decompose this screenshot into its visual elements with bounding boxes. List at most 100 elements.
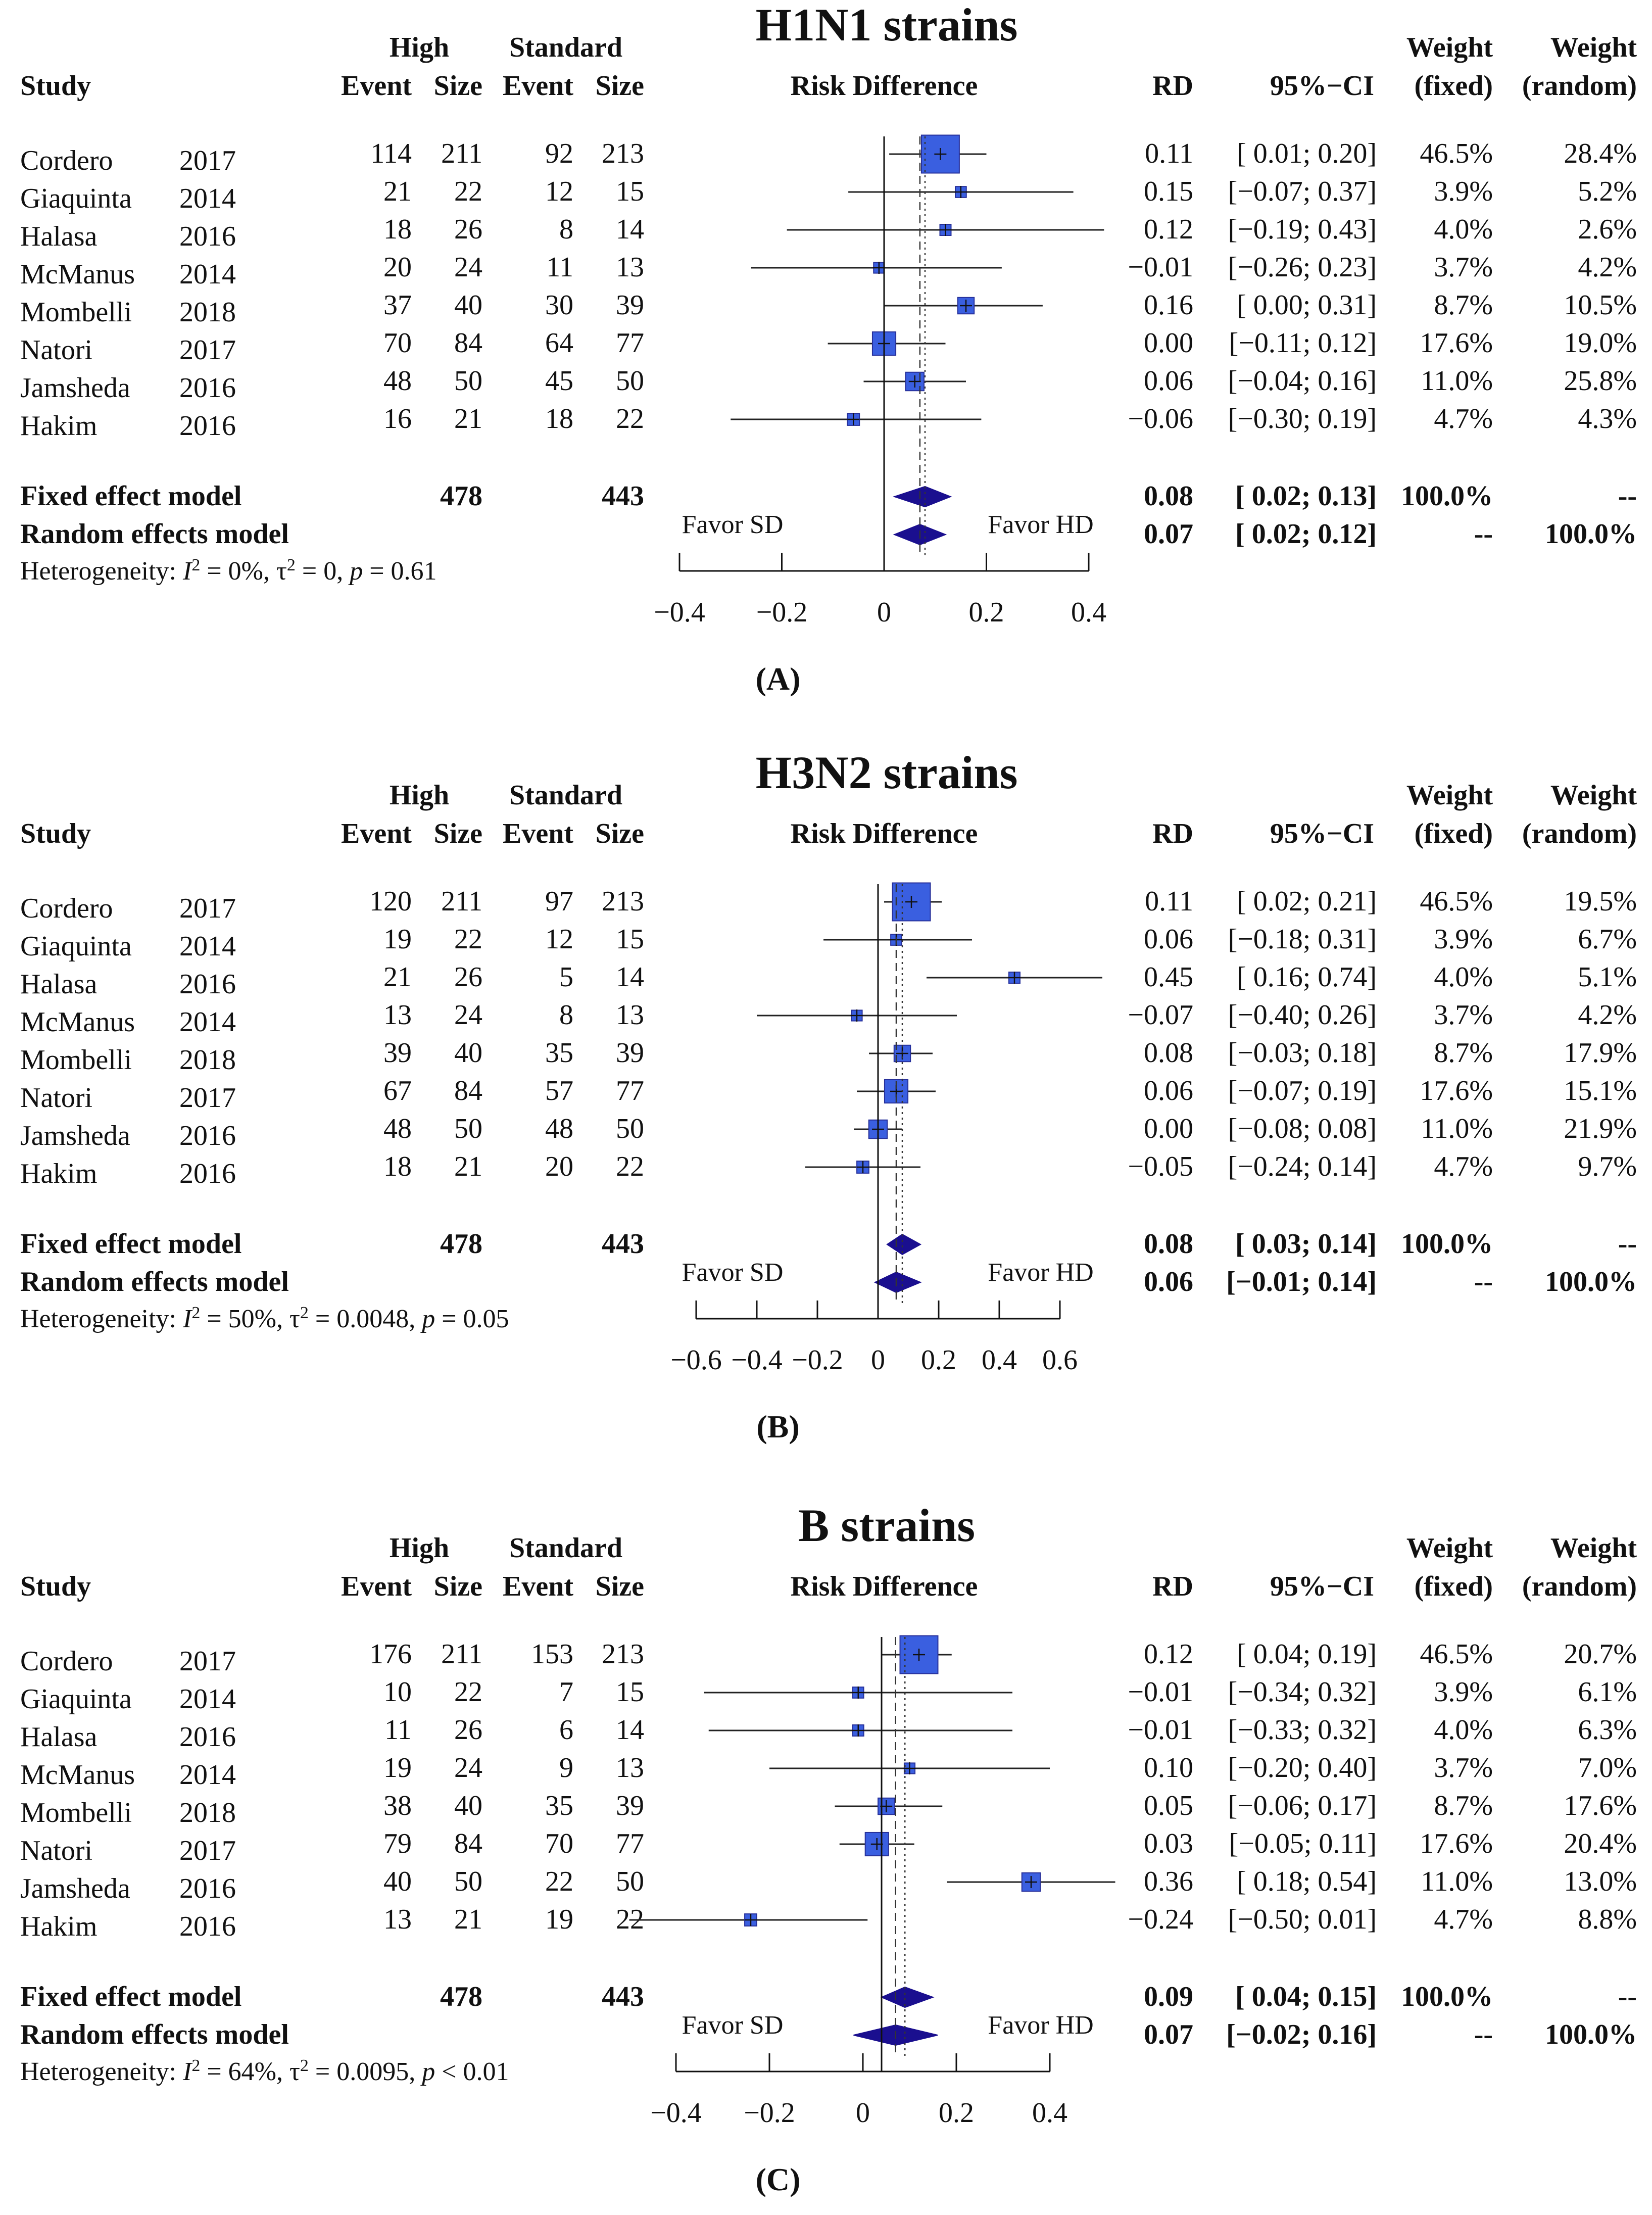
x-tick-label: −0.2 (756, 597, 808, 628)
weight-random-value: 21.9% (1564, 1113, 1637, 1144)
study-year: 2016 (179, 410, 236, 442)
favor-left-label: Favor SD (682, 510, 784, 539)
std-size: 13 (616, 1752, 644, 1784)
weight-fixed-value: 3.9% (1434, 1676, 1493, 1708)
study-name: Mombelli (20, 1797, 132, 1828)
study-name: Halasa (20, 969, 98, 1000)
header-rd: RD (1152, 1571, 1193, 1602)
random-ci: [−0.02; 0.16] (1226, 2019, 1377, 2050)
std-size: 14 (616, 961, 644, 993)
study-year: 2014 (179, 931, 236, 962)
study-name: Jamsheda (20, 1873, 130, 1904)
random-rd: 0.06 (1144, 1266, 1193, 1297)
std-event: 57 (545, 1075, 573, 1106)
header-random: (random) (1522, 818, 1637, 849)
weight-random-value: 15.1% (1564, 1075, 1637, 1106)
fixed-high-total: 478 (440, 1228, 482, 1260)
header-study: Study (20, 1571, 91, 1602)
rd-value: 0.06 (1144, 1075, 1193, 1106)
forest-panel: H1N1 strains Study High Standard Event Size Ev… (20, 0, 1637, 697)
header-weight-fixed: Weight (1406, 32, 1493, 63)
high-event: 79 (383, 1828, 412, 1859)
x-tick-label: 0.4 (1071, 597, 1106, 628)
ci-value: [−0.18; 0.31] (1228, 924, 1377, 955)
header-event: Event (503, 1571, 573, 1602)
high-event: 16 (383, 403, 412, 435)
panel-label: (B) (756, 1409, 799, 1444)
std-size: 14 (616, 1714, 644, 1746)
study-year: 2016 (179, 1911, 236, 1942)
random-model-label: Random effects model (20, 518, 289, 550)
std-event: 12 (545, 176, 573, 207)
high-event: 20 (383, 252, 412, 283)
weight-random-value: 20.7% (1564, 1639, 1637, 1670)
header-random: (random) (1522, 70, 1637, 102)
high-size: 50 (454, 1866, 482, 1897)
high-event: 67 (383, 1075, 412, 1106)
high-event: 40 (383, 1866, 412, 1897)
std-size: 213 (602, 886, 644, 917)
header-event: Event (341, 1571, 412, 1602)
study-year: 2014 (179, 259, 236, 290)
high-size: 26 (454, 961, 482, 993)
ci-value: [−0.33; 0.32] (1228, 1714, 1377, 1746)
header-study: Study (20, 70, 91, 102)
header-fixed: (fixed) (1414, 1571, 1493, 1602)
header-event: Event (503, 818, 573, 849)
ci-value: [−0.11; 0.12] (1229, 327, 1377, 359)
std-event: 12 (545, 924, 573, 955)
ci-value: [−0.30; 0.19] (1228, 403, 1377, 435)
rd-value: −0.01 (1128, 1714, 1193, 1746)
header-rd: RD (1152, 818, 1193, 849)
header-high: High (390, 1532, 449, 1564)
fixed-model-label: Fixed effect model (20, 1981, 241, 2012)
weight-random-value: 20.4% (1564, 1828, 1637, 1859)
study-year: 2017 (179, 334, 236, 366)
high-event: 114 (370, 138, 412, 169)
weight-fixed-value: 3.9% (1434, 924, 1493, 955)
ci-value: [−0.40; 0.26] (1228, 999, 1377, 1031)
header-size: Size (596, 1571, 644, 1602)
weight-fixed-value: 4.7% (1434, 1904, 1493, 1935)
header-weight-fixed: Weight (1406, 780, 1493, 811)
ci-value: [ 0.01; 0.20] (1237, 138, 1377, 169)
high-event: 48 (383, 365, 412, 397)
std-size: 15 (616, 924, 644, 955)
header-weight-random: Weight (1550, 1532, 1637, 1564)
weight-random-value: 17.6% (1564, 1790, 1637, 1821)
fixed-rd: 0.08 (1144, 480, 1193, 512)
heterogeneity-text: Heterogeneity: I2 = 50%, τ2 = 0.0048, p … (20, 1304, 509, 1334)
rd-value: 0.11 (1145, 886, 1193, 917)
weight-random-value: 6.1% (1578, 1676, 1637, 1708)
std-size: 22 (616, 1151, 644, 1182)
x-tick-label: 0.2 (921, 1344, 956, 1376)
std-size: 13 (616, 252, 644, 283)
std-event: 9 (559, 1752, 573, 1784)
ci-value: [−0.19; 0.43] (1228, 214, 1377, 245)
random-model-label: Random effects model (20, 2019, 289, 2050)
weight-random-value: 6.3% (1578, 1714, 1637, 1746)
weight-random-value: 4.2% (1578, 252, 1637, 283)
high-event: 19 (383, 1752, 412, 1784)
random-weight-random: 100.0% (1545, 518, 1637, 550)
header-fixed: (fixed) (1414, 818, 1493, 849)
study-year: 2014 (179, 183, 236, 214)
rd-value: −0.01 (1128, 1676, 1193, 1708)
high-size: 26 (454, 1714, 482, 1746)
header-weight-random: Weight (1550, 780, 1637, 811)
ci-value: [−0.24; 0.14] (1228, 1151, 1377, 1182)
high-event: 48 (383, 1113, 412, 1144)
study-year: 2017 (179, 1082, 236, 1114)
weight-random-value: 19.0% (1564, 327, 1637, 359)
random-weight-fixed: -- (1474, 2019, 1493, 2050)
study-year: 2014 (179, 1759, 236, 1791)
std-size: 50 (616, 1113, 644, 1144)
study-year: 2014 (179, 1683, 236, 1715)
fixed-rd: 0.08 (1144, 1228, 1193, 1260)
rd-value: −0.24 (1128, 1904, 1193, 1935)
x-tick-label: 0.2 (939, 2097, 974, 2129)
ci-value: [−0.26; 0.23] (1228, 252, 1377, 283)
study-year: 2016 (179, 221, 236, 252)
x-tick-label: 0 (877, 597, 891, 628)
x-tick-label: 0.6 (1042, 1344, 1078, 1376)
